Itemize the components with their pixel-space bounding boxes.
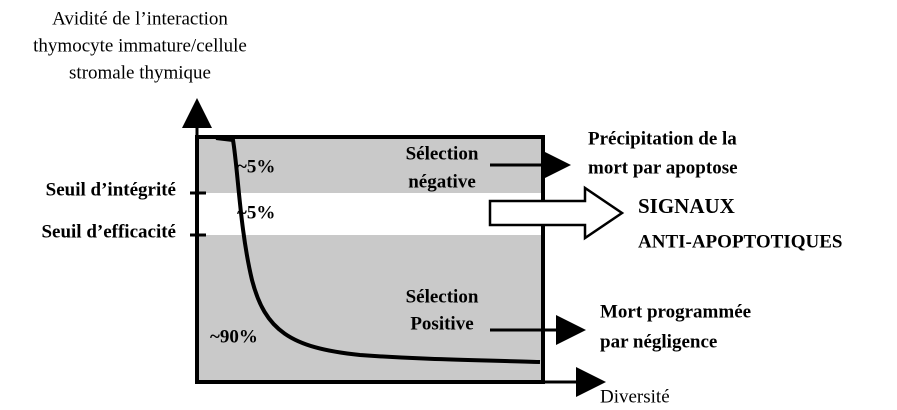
outcome: par négligence (600, 331, 717, 352)
zone-label: Positive (410, 313, 473, 334)
threshold-label: Seuil d’intégrité (46, 179, 176, 200)
zone-label: Sélection (406, 143, 479, 164)
outcome: ANTI-APOPTOTIQUES (638, 231, 842, 252)
outcome: mort par apoptose (588, 157, 738, 178)
outcome: SIGNAUX (638, 194, 735, 218)
y-label: stromale thymique (69, 62, 211, 83)
curve (215, 136, 541, 364)
white-band (197, 193, 543, 235)
y-label: thymocyte immature/cellule (33, 35, 247, 56)
percentage: ~5% (237, 156, 275, 177)
percentage: ~5% (237, 202, 275, 223)
outcome: Mort programmée (600, 301, 751, 322)
threshold-label: Seuil d’efficacité (41, 221, 176, 242)
zone-label: négative (408, 171, 476, 192)
percentage: ~90% (210, 326, 258, 347)
y-label: Avidité de l’interaction (52, 8, 228, 29)
zone-label: Sélection (406, 286, 479, 307)
outcome: Précipitation de la (588, 128, 737, 149)
x-label: Diversité (600, 386, 670, 407)
outline-arrow (488, 185, 625, 241)
box (197, 137, 543, 382)
